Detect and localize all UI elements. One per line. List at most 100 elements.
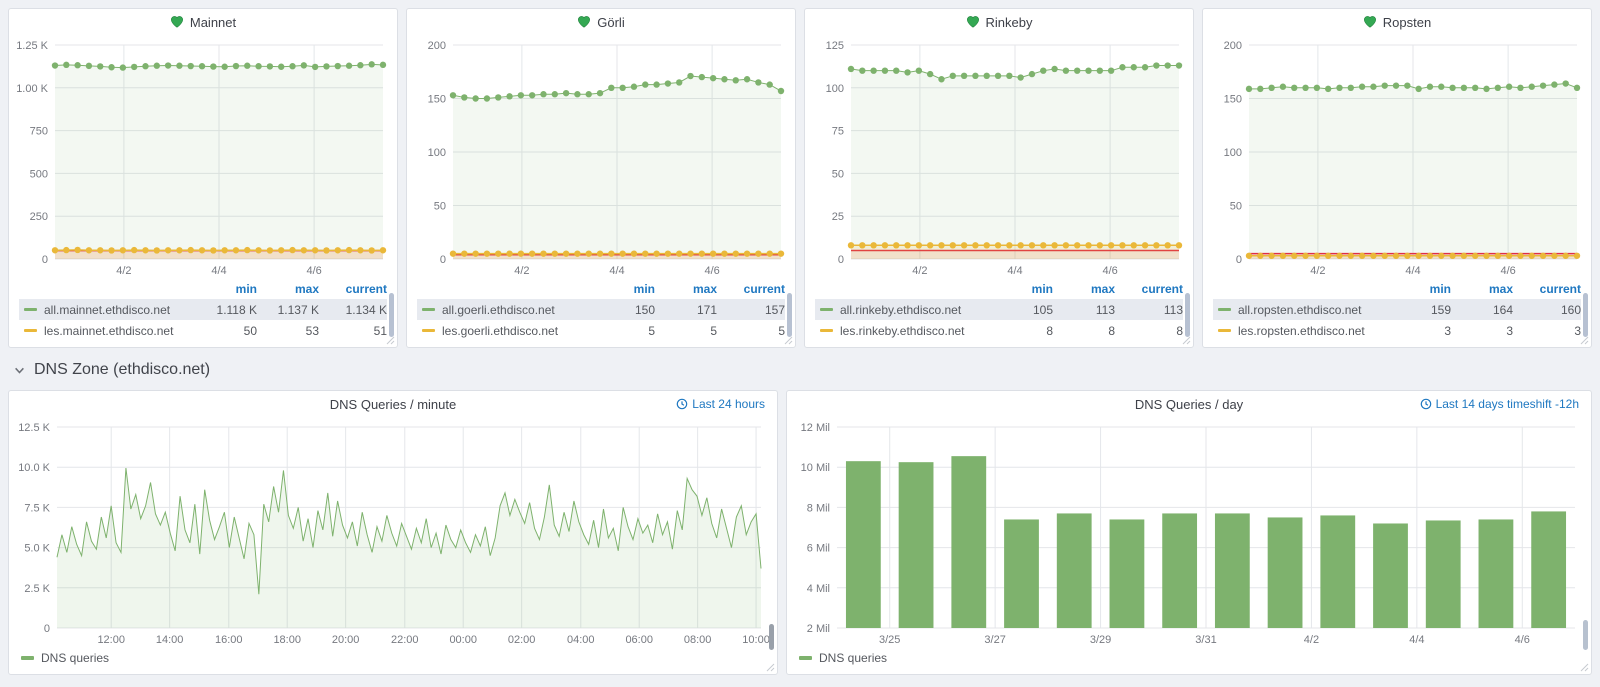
legend-sort-min[interactable]: min (1389, 282, 1451, 296)
section-dns-zone[interactable]: DNS Zone (ethdisco.net) (14, 358, 1588, 382)
legend-row[interactable]: all.ropsten.ethdisco.net 159 164 160 (1213, 299, 1581, 320)
legend-row[interactable]: les.goerli.ethdisco.net 5 5 5 (417, 320, 785, 341)
legend-row[interactable]: les.mainnet.ethdisco.net 50 53 51 (19, 320, 387, 341)
rinkeby-chart[interactable]: 02550751001254/24/44/6 (805, 35, 1189, 279)
resize-handle[interactable] (386, 336, 395, 345)
svg-text:0: 0 (440, 254, 446, 266)
panel-mainnet-header[interactable]: Mainnet (9, 9, 397, 35)
legend-sort-min[interactable]: min (195, 282, 257, 296)
panel-title: Görli (597, 15, 624, 30)
series-name: les.ropsten.ethdisco.net (1238, 324, 1365, 338)
legend-sort-min[interactable]: min (991, 282, 1053, 296)
svg-text:02:00: 02:00 (508, 634, 536, 646)
ropsten-chart[interactable]: 0501001502004/24/44/6 (1203, 35, 1587, 279)
panel-rinkeby-header[interactable]: Rinkeby (805, 9, 1193, 35)
series-min: 5 (593, 324, 655, 338)
svg-text:100: 100 (1224, 147, 1242, 159)
health-heart-icon (577, 15, 591, 29)
resize-handle[interactable] (766, 663, 775, 672)
time-range-control[interactable]: Last 24 hours (676, 397, 765, 411)
svg-text:0: 0 (42, 254, 48, 266)
svg-text:4/2: 4/2 (1310, 265, 1325, 277)
svg-text:7.5 K: 7.5 K (24, 502, 50, 514)
legend-sort-max[interactable]: max (257, 282, 319, 296)
svg-text:4/4: 4/4 (609, 265, 624, 277)
legend-sort-max[interactable]: max (655, 282, 717, 296)
health-heart-icon (1363, 15, 1377, 29)
time-range-control[interactable]: Last 14 days timeshift -12h (1420, 397, 1579, 411)
dns-day-chart[interactable]: 2 Mil4 Mil6 Mil8 Mil10 Mil12 Mil3/253/27… (787, 417, 1585, 648)
svg-text:20:00: 20:00 (332, 634, 360, 646)
svg-text:750: 750 (30, 126, 48, 138)
legend-sort-min[interactable]: min (593, 282, 655, 296)
resize-handle[interactable] (784, 336, 793, 345)
svg-text:50: 50 (434, 201, 446, 213)
series-current: 157 (717, 303, 785, 317)
series-color-dash (820, 308, 833, 311)
panel-goerli: Görli 0501001502004/24/44/6 min max curr… (406, 8, 796, 348)
legend-sort-current[interactable]: current (717, 282, 785, 296)
series-min: 150 (593, 303, 655, 317)
panel-title: Mainnet (190, 15, 236, 30)
resize-handle[interactable] (1182, 336, 1191, 345)
goerli-chart[interactable]: 0501001502004/24/44/6 (407, 35, 791, 279)
legend-row[interactable]: les.rinkeby.ethdisco.net 8 8 8 (815, 320, 1183, 341)
series-max: 171 (655, 303, 717, 317)
series-max: 113 (1053, 303, 1115, 317)
legend-sort-max[interactable]: max (1451, 282, 1513, 296)
svg-text:250: 250 (30, 211, 48, 223)
panel-rinkeby: Rinkeby 02550751001254/24/44/6 min max c… (804, 8, 1194, 348)
legend-row[interactable]: all.goerli.ethdisco.net 150 171 157 (417, 299, 785, 320)
panel-title: DNS Queries / day (1135, 397, 1243, 412)
svg-text:10.0 K: 10.0 K (18, 462, 50, 474)
mainnet-chart[interactable]: 02505007501.00 K1.25 K4/24/44/6 (9, 35, 393, 279)
legend-row[interactable]: all.rinkeby.ethdisco.net 105 113 113 (815, 299, 1183, 320)
panel-dns-minute-header[interactable]: DNS Queries / minute (9, 391, 777, 417)
dns-day-legend[interactable]: DNS queries (787, 648, 1591, 674)
series-min: 159 (1389, 303, 1451, 317)
series-color-dash (24, 329, 37, 332)
legend-sort-max[interactable]: max (1053, 282, 1115, 296)
section-title: DNS Zone (ethdisco.net) (34, 361, 210, 379)
legend-header: min max current (815, 279, 1183, 299)
panel-goerli-header[interactable]: Görli (407, 9, 795, 35)
legend-sort-current[interactable]: current (319, 282, 387, 296)
legend-sort-current[interactable]: current (1513, 282, 1581, 296)
dns-minute-chart[interactable]: 02.5 K5.0 K7.5 K10.0 K12.5 K12:0014:0016… (9, 417, 771, 648)
svg-text:3/27: 3/27 (984, 634, 1005, 646)
svg-text:4/6: 4/6 (306, 265, 321, 277)
series-current: 51 (319, 324, 387, 338)
legend-scrollbar[interactable] (389, 293, 394, 337)
dns-minute-legend[interactable]: DNS queries (9, 648, 777, 674)
legend-header: min max current (1213, 279, 1581, 299)
series-color-dash (422, 329, 435, 332)
svg-text:10:00: 10:00 (742, 634, 770, 646)
series-current: 113 (1115, 303, 1183, 317)
legend-row[interactable]: les.ropsten.ethdisco.net 3 3 3 (1213, 320, 1581, 341)
series-min: 8 (991, 324, 1053, 338)
svg-text:4/2: 4/2 (912, 265, 927, 277)
series-current: 3 (1513, 324, 1581, 338)
mainnet-plot: 02505007501.00 K1.25 K4/24/44/6 (9, 35, 397, 279)
resize-handle[interactable] (1580, 336, 1589, 345)
dns-panels-row: DNS Queries / minute Last 24 hours 02.5 … (8, 390, 1592, 675)
svg-text:3/29: 3/29 (1090, 634, 1111, 646)
resize-handle[interactable] (1580, 663, 1589, 672)
svg-text:4/6: 4/6 (1102, 265, 1117, 277)
clock-icon (1420, 398, 1432, 410)
series-max: 53 (257, 324, 319, 338)
svg-text:1.25 K: 1.25 K (16, 40, 48, 52)
legend-scrollbar[interactable] (1583, 293, 1588, 337)
series-name: all.ropsten.ethdisco.net (1238, 303, 1361, 317)
legend-scrollbar[interactable] (787, 293, 792, 337)
panel-scrollbar[interactable] (1583, 620, 1588, 650)
panel-scrollbar[interactable] (769, 624, 774, 650)
legend-scrollbar[interactable] (1185, 293, 1190, 337)
legend-row[interactable]: all.mainnet.ethdisco.net 1.118 K 1.137 K… (19, 299, 387, 320)
panel-ropsten-header[interactable]: Ropsten (1203, 9, 1591, 35)
series-current: 1.134 K (319, 303, 387, 317)
svg-text:16:00: 16:00 (215, 634, 243, 646)
series-max: 5 (655, 324, 717, 338)
legend-sort-current[interactable]: current (1115, 282, 1183, 296)
series-current: 8 (1115, 324, 1183, 338)
